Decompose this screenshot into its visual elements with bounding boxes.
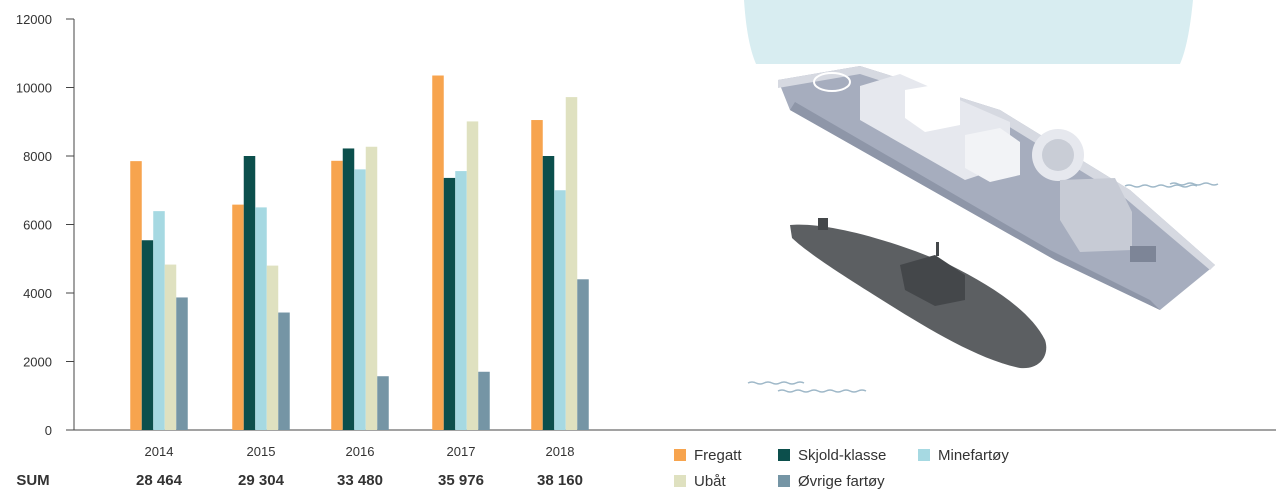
x-axis-tick-labels: 2014 2015 2016 2017 2018 <box>145 444 575 459</box>
frigate-ship-illustration <box>778 66 1215 310</box>
submarine-illustration <box>790 218 1047 369</box>
bar-2018-2 <box>554 190 566 430</box>
bar-2015-2 <box>255 207 267 430</box>
bar-2018-0 <box>531 120 543 430</box>
circle-background <box>744 0 1193 64</box>
water-waves-decoration <box>747 182 1219 393</box>
y-tick-label: 8000 <box>23 149 52 164</box>
legend-label-1: Skjold-klasse <box>798 447 886 464</box>
bar-2014-1 <box>141 240 154 430</box>
sum-row: SUM 28 464 29 304 33 480 35 976 38 160 <box>16 472 583 489</box>
legend-label-0: Fregatt <box>694 447 742 464</box>
legend: Fregatt Skjold-klasse Minefartøy Ubåt Øvrige… <box>674 447 1009 490</box>
bar-2014-3 <box>164 264 177 430</box>
bar-2014-4 <box>176 297 188 430</box>
y-tick-label: 4000 <box>23 286 52 301</box>
y-axis-tick-labels: 0 2000 4000 6000 8000 10000 12000 <box>16 12 74 438</box>
x-tick-label: 2014 <box>145 444 174 459</box>
x-tick-label: 2018 <box>546 444 575 459</box>
bar-2018-3 <box>565 97 578 430</box>
legend-label-4: Øvrige fartøy <box>798 473 885 490</box>
legend-swatch-2 <box>918 449 930 461</box>
bar-2018-4 <box>577 279 589 430</box>
bar-2015-3 <box>266 265 279 430</box>
y-tick-label: 2000 <box>23 355 52 370</box>
bar-2017-4 <box>478 371 490 430</box>
legend-swatch-0 <box>674 449 686 461</box>
bar-2017-2 <box>455 171 467 430</box>
bar-2016-0 <box>331 160 343 431</box>
bars <box>130 75 589 431</box>
x-tick-label: 2015 <box>247 444 276 459</box>
x-tick-label: 2016 <box>346 444 375 459</box>
bar-2016-2 <box>354 169 366 431</box>
sum-value: 28 464 <box>136 472 183 489</box>
sum-value: 33 480 <box>337 472 383 489</box>
y-tick-label: 10000 <box>16 81 52 96</box>
bar-2017-1 <box>443 177 456 430</box>
bar-2017-3 <box>466 121 479 430</box>
legend-label-2: Minefartøy <box>938 447 1009 464</box>
bar-2014-0 <box>130 161 142 430</box>
sum-value: 35 976 <box>438 472 484 489</box>
legend-swatch-4 <box>778 475 790 487</box>
y-tick-label: 12000 <box>16 12 52 27</box>
bar-2015-0 <box>232 204 244 430</box>
sum-label: SUM <box>16 472 49 489</box>
sum-value: 38 160 <box>537 472 583 489</box>
sum-value: 29 304 <box>238 472 285 489</box>
x-tick-label: 2017 <box>447 444 476 459</box>
y-tick-label: 6000 <box>23 218 52 233</box>
y-tick-label: 0 <box>45 423 52 438</box>
bar-2018-1 <box>542 156 555 430</box>
bar-2015-1 <box>243 156 256 430</box>
bar-2014-2 <box>153 211 165 430</box>
bar-2016-3 <box>365 146 378 430</box>
bar-2015-4 <box>278 312 290 430</box>
legend-label-3: Ubåt <box>694 473 727 490</box>
legend-swatch-3 <box>674 475 686 487</box>
bar-2017-0 <box>432 75 444 430</box>
bar-2016-4 <box>377 376 389 430</box>
illustration <box>744 0 1219 393</box>
bar-2016-1 <box>342 148 355 430</box>
legend-swatch-1 <box>778 449 790 461</box>
